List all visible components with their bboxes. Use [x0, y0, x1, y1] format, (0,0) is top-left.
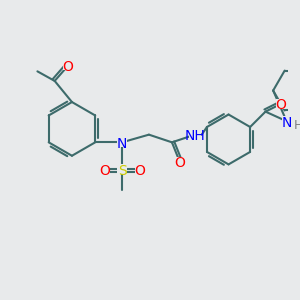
Text: O: O: [99, 164, 110, 178]
FancyBboxPatch shape: [100, 164, 110, 174]
FancyBboxPatch shape: [63, 61, 73, 70]
Text: H: H: [293, 119, 300, 132]
FancyBboxPatch shape: [293, 119, 300, 129]
FancyBboxPatch shape: [175, 157, 184, 166]
FancyBboxPatch shape: [117, 137, 127, 147]
FancyBboxPatch shape: [282, 116, 291, 126]
FancyBboxPatch shape: [276, 99, 286, 109]
Text: NH: NH: [184, 129, 205, 143]
Text: N: N: [281, 116, 292, 130]
Text: O: O: [134, 164, 145, 178]
Text: N: N: [117, 137, 127, 151]
FancyBboxPatch shape: [134, 164, 144, 174]
Text: O: O: [174, 156, 185, 170]
FancyBboxPatch shape: [189, 130, 201, 140]
FancyBboxPatch shape: [117, 164, 127, 174]
Text: O: O: [275, 98, 286, 112]
Text: S: S: [118, 164, 126, 178]
Text: O: O: [63, 60, 74, 74]
